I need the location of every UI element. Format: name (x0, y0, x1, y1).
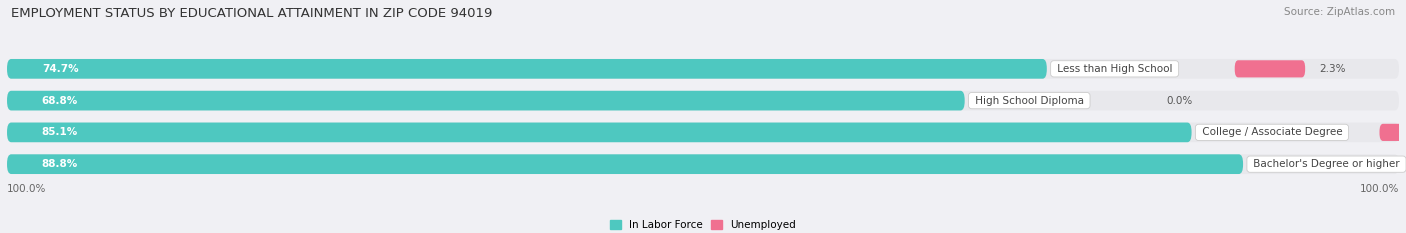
Text: 100.0%: 100.0% (1360, 184, 1399, 194)
Text: 85.1%: 85.1% (42, 127, 79, 137)
FancyBboxPatch shape (1234, 60, 1305, 77)
Text: Source: ZipAtlas.com: Source: ZipAtlas.com (1284, 7, 1395, 17)
FancyBboxPatch shape (7, 91, 1399, 110)
FancyBboxPatch shape (7, 154, 1399, 174)
FancyBboxPatch shape (7, 154, 1243, 174)
Text: Less than High School: Less than High School (1053, 64, 1175, 74)
Legend: In Labor Force, Unemployed: In Labor Force, Unemployed (606, 216, 800, 233)
Text: Bachelor's Degree or higher: Bachelor's Degree or higher (1250, 159, 1403, 169)
FancyBboxPatch shape (7, 59, 1047, 79)
Text: College / Associate Degree: College / Associate Degree (1198, 127, 1346, 137)
FancyBboxPatch shape (7, 59, 1399, 79)
Text: 68.8%: 68.8% (42, 96, 79, 106)
Text: High School Diploma: High School Diploma (972, 96, 1087, 106)
Text: EMPLOYMENT STATUS BY EDUCATIONAL ATTAINMENT IN ZIP CODE 94019: EMPLOYMENT STATUS BY EDUCATIONAL ATTAINM… (11, 7, 492, 20)
FancyBboxPatch shape (1379, 124, 1406, 141)
Text: 0.0%: 0.0% (1167, 96, 1192, 106)
FancyBboxPatch shape (7, 123, 1191, 142)
Text: 100.0%: 100.0% (7, 184, 46, 194)
FancyBboxPatch shape (7, 123, 1399, 142)
Text: 88.8%: 88.8% (42, 159, 79, 169)
Text: 2.3%: 2.3% (1319, 64, 1346, 74)
FancyBboxPatch shape (7, 91, 965, 110)
Text: 74.7%: 74.7% (42, 64, 79, 74)
